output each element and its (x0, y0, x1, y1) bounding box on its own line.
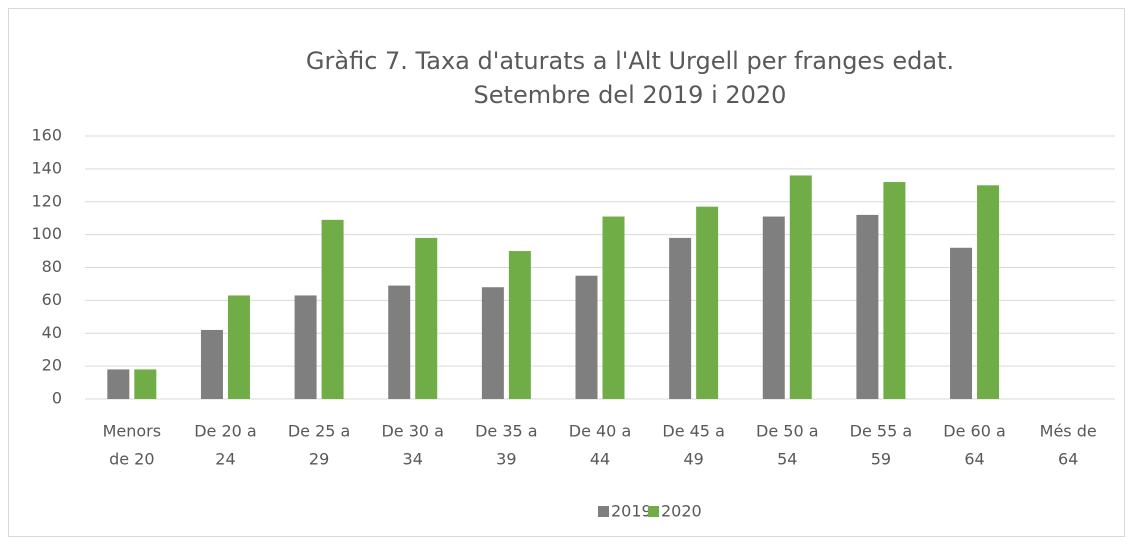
x-tick-label: De 45 a (662, 422, 725, 441)
legend-label: 2019 (611, 502, 652, 521)
bar (107, 369, 130, 399)
legend-swatch (598, 506, 609, 517)
x-tick-label: 39 (496, 450, 516, 469)
bar (762, 216, 785, 399)
x-tick-label: De 30 a (381, 422, 444, 441)
bar (321, 219, 344, 399)
legend-swatch (648, 506, 659, 517)
bar (883, 182, 906, 399)
x-tick-label: De 55 a (850, 422, 913, 441)
bar (415, 237, 438, 399)
x-tick-label: de 20 (109, 450, 154, 469)
x-tick-label: 44 (590, 450, 610, 469)
bar (696, 206, 719, 399)
chart-border (8, 8, 1125, 537)
x-tick-label: De 25 a (288, 422, 351, 441)
x-tick-label: 29 (309, 450, 329, 469)
y-tick-label: 20 (42, 356, 62, 375)
x-tick-label: De 20 a (194, 422, 257, 441)
y-tick-label: 0 (52, 389, 62, 408)
legend-label: 2020 (661, 502, 702, 521)
x-tick-label: 34 (403, 450, 423, 469)
y-tick-label: 40 (42, 323, 62, 342)
x-tick-label: 59 (871, 450, 891, 469)
bar (950, 247, 973, 399)
x-tick-label: 64 (964, 450, 984, 469)
bar (388, 285, 411, 399)
x-tick-label: Més de (1040, 422, 1097, 441)
y-tick-label: 160 (31, 126, 62, 145)
bar (669, 237, 692, 399)
x-tick-label: De 50 a (756, 422, 819, 441)
bar (602, 216, 625, 399)
x-tick-label: 54 (777, 450, 797, 469)
x-tick-label: De 40 a (569, 422, 632, 441)
y-tick-label: 60 (42, 290, 62, 309)
bar (977, 185, 1000, 399)
x-tick-label: De 35 a (475, 422, 538, 441)
bar (134, 369, 157, 399)
x-tick-label: 49 (683, 450, 703, 469)
bar (508, 251, 531, 399)
chart-title: Gràfic 7. Taxa d'aturats a l'Alt Urgell … (306, 47, 954, 75)
y-tick-label: 100 (31, 224, 62, 243)
y-tick-label: 140 (31, 158, 62, 177)
bar (294, 295, 317, 399)
x-tick-label: 24 (215, 450, 235, 469)
bar (481, 287, 504, 399)
bar (200, 329, 223, 399)
x-tick-label: Menors (103, 422, 162, 441)
x-tick-label: De 60 a (943, 422, 1006, 441)
chart-title: Setembre del 2019 i 2020 (474, 81, 787, 109)
x-tick-label: 64 (1058, 450, 1078, 469)
bar (575, 275, 598, 399)
bar (856, 214, 879, 399)
y-tick-label: 120 (31, 191, 62, 210)
bar (789, 175, 812, 399)
bar (227, 295, 250, 399)
y-tick-label: 80 (42, 257, 62, 276)
